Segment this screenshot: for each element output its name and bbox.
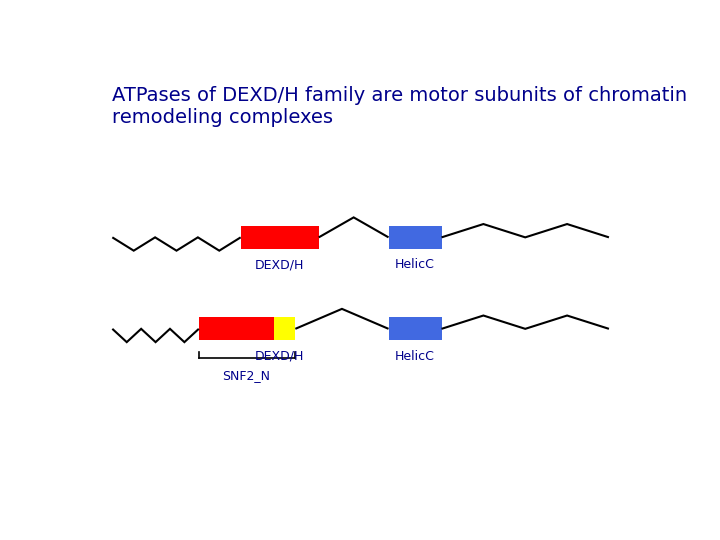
Text: HelicC: HelicC <box>395 349 435 363</box>
Bar <box>389 226 441 249</box>
Bar <box>240 226 319 249</box>
Text: DEXD/H: DEXD/H <box>255 258 305 271</box>
Bar <box>389 318 441 340</box>
Text: DEXD/H: DEXD/H <box>255 349 305 363</box>
Bar <box>274 318 295 340</box>
Bar <box>199 318 274 340</box>
Text: HelicC: HelicC <box>395 258 435 271</box>
Text: ATPases of DEXD/H family are motor subunits of chromatin
remodeling complexes: ATPases of DEXD/H family are motor subun… <box>112 85 688 126</box>
Text: SNF2_N: SNF2_N <box>222 369 270 382</box>
